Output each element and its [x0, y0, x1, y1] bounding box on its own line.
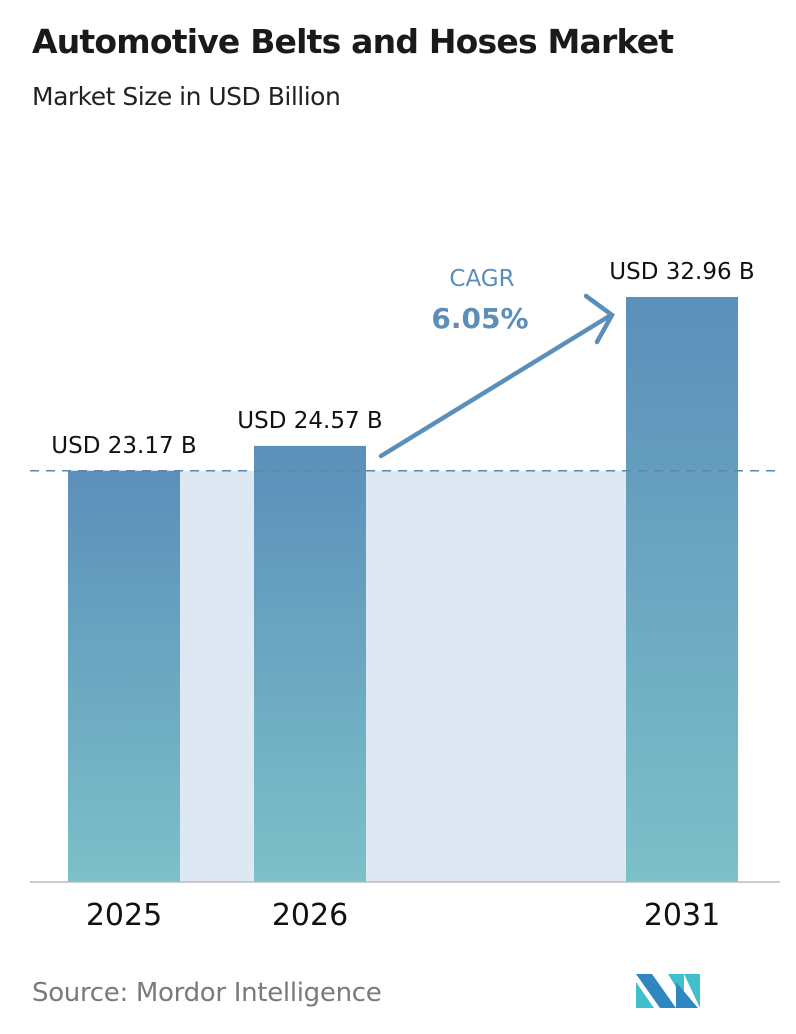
reference-band: [180, 470, 626, 882]
chart-title: Automotive Belts and Hoses Market: [32, 22, 674, 61]
x-tick-2026: 2026: [272, 898, 348, 933]
data-label-2025: USD 23.17 B: [51, 433, 196, 459]
bar-2026: [254, 445, 366, 882]
bar-2025: [68, 470, 180, 882]
mordor-logo: [636, 974, 700, 1008]
cagr-value: 6.05%: [431, 302, 528, 335]
x-tick-2025: 2025: [86, 898, 162, 933]
cagr-arrow: [378, 293, 615, 459]
source-note: Source: Mordor Intelligence: [32, 978, 382, 1008]
data-label-2026: USD 24.57 B: [237, 408, 382, 434]
data-label-2031: USD 32.96 B: [609, 259, 754, 285]
bar-2031: [626, 297, 738, 882]
cagr-label: CAGR: [449, 266, 514, 292]
chart-subtitle: Market Size in USD Billion: [32, 82, 341, 111]
x-tick-2031: 2031: [644, 898, 720, 933]
